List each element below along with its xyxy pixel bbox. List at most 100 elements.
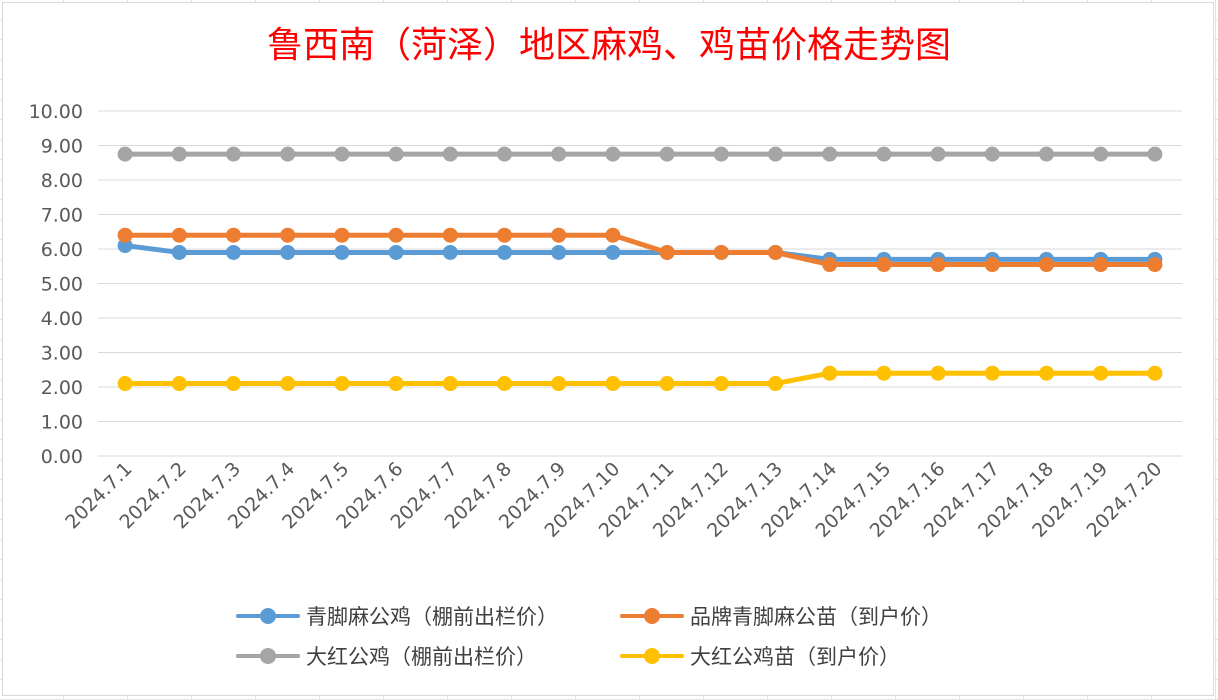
data-point-series-3	[442, 146, 458, 162]
data-point-series-2	[605, 227, 621, 243]
data-point-series-2	[334, 227, 350, 243]
y-tick-label: 4.00	[41, 308, 83, 330]
data-point-series-4	[768, 376, 783, 392]
data-point-series-2	[768, 244, 783, 260]
data-point-series-4	[497, 376, 512, 392]
legend-label: 大红公鸡（棚前出栏价）	[306, 645, 537, 669]
data-point-series-4	[442, 376, 458, 392]
data-point-series-2	[1093, 257, 1109, 273]
y-tick-label: 10.00	[29, 101, 83, 123]
legend-item-series-3[interactable]: 大红公鸡（棚前出栏价）	[236, 641, 620, 671]
data-point-series-4	[226, 376, 241, 392]
data-point-series-2	[984, 257, 1000, 273]
data-point-series-3	[117, 146, 133, 162]
data-point-series-2	[1147, 257, 1163, 273]
data-point-series-4	[876, 365, 892, 381]
data-point-series-2	[659, 244, 675, 260]
data-point-series-3	[226, 146, 241, 162]
data-point-series-1	[334, 244, 350, 260]
data-point-series-2	[280, 227, 296, 243]
series-line-2	[122, 232, 1158, 268]
legend-label: 大红公鸡苗（到户价）	[690, 645, 900, 669]
y-tick-label: 7.00	[41, 205, 83, 227]
data-point-series-2	[551, 227, 567, 243]
y-tick-label: 2.00	[41, 377, 83, 399]
legend-item-series-2[interactable]: 品牌青脚麻公苗（到户价）	[620, 601, 996, 631]
y-tick-label: 0.00	[41, 446, 83, 468]
data-point-series-4	[822, 365, 838, 381]
data-point-series-3	[334, 146, 350, 162]
data-point-series-4	[984, 365, 1000, 381]
data-point-series-2	[1039, 257, 1054, 273]
y-tick-label: 1.00	[41, 412, 83, 434]
data-point-series-3	[768, 146, 783, 162]
data-point-series-4	[713, 376, 729, 392]
legend-swatch-gray	[236, 646, 300, 666]
y-tick-label: 6.00	[41, 239, 83, 261]
data-point-series-1	[280, 244, 296, 260]
legend-swatch-blue	[236, 606, 300, 626]
data-point-series-3	[280, 146, 296, 162]
data-point-series-3	[497, 146, 512, 162]
legend-swatch-orange	[620, 606, 684, 626]
data-point-series-4	[334, 376, 350, 392]
data-point-series-1	[551, 244, 567, 260]
legend: 青脚麻公鸡（棚前出栏价） 品牌青脚麻公苗（到户价） 大红公鸡（棚前出栏价） 大红…	[236, 596, 996, 676]
data-point-series-2	[876, 257, 892, 273]
data-point-series-3	[984, 146, 1000, 162]
data-point-series-2	[713, 244, 729, 260]
data-point-series-2	[226, 227, 241, 243]
data-point-series-3	[1039, 146, 1054, 162]
data-point-series-4	[1147, 365, 1163, 381]
data-point-series-4	[1093, 365, 1109, 381]
data-point-series-3	[713, 146, 729, 162]
data-point-series-3	[551, 146, 567, 162]
data-point-series-4	[117, 376, 133, 392]
chart-title: 鲁西南（菏泽）地区麻鸡、鸡苗价格走势图	[266, 25, 951, 66]
y-tick-label: 9.00	[41, 136, 83, 158]
data-point-series-1	[171, 244, 187, 260]
data-point-series-1	[497, 244, 512, 260]
data-point-series-3	[822, 146, 838, 162]
data-point-series-4	[605, 376, 621, 392]
legend-item-series-1[interactable]: 青脚麻公鸡（棚前出栏价）	[236, 601, 620, 631]
data-point-series-4	[1039, 365, 1054, 381]
y-tick-label: 8.00	[41, 170, 83, 192]
data-point-series-3	[171, 146, 187, 162]
data-point-series-2	[171, 227, 187, 243]
data-point-series-4	[388, 376, 404, 392]
data-point-series-3	[605, 146, 621, 162]
legend-label: 品牌青脚麻公苗（到户价）	[690, 605, 942, 629]
data-point-series-4	[659, 376, 675, 392]
data-point-series-4	[930, 365, 946, 381]
legend-label: 青脚麻公鸡（棚前出栏价）	[306, 605, 558, 629]
data-point-series-3	[876, 146, 892, 162]
data-point-series-1	[605, 244, 621, 260]
y-tick-label: 5.00	[41, 274, 83, 296]
data-point-series-4	[171, 376, 187, 392]
y-tick-label: 3.00	[41, 343, 83, 365]
data-point-series-2	[388, 227, 404, 243]
data-point-series-2	[930, 257, 946, 273]
legend-swatch-yellow	[620, 646, 684, 666]
data-point-series-2	[497, 227, 512, 243]
data-point-series-3	[1093, 146, 1109, 162]
data-point-series-3	[659, 146, 675, 162]
data-point-series-1	[226, 244, 241, 260]
data-point-series-3	[388, 146, 404, 162]
data-point-series-1	[442, 244, 458, 260]
series-line-4	[122, 370, 1158, 387]
legend-item-series-4[interactable]: 大红公鸡苗（到户价）	[620, 641, 996, 671]
data-point-series-3	[930, 146, 946, 162]
data-point-series-1	[388, 244, 404, 260]
data-point-series-2	[442, 227, 458, 243]
data-point-series-2	[822, 257, 838, 273]
data-point-series-4	[551, 376, 567, 392]
series-line-1	[122, 243, 1158, 262]
data-point-series-2	[117, 227, 133, 243]
data-point-series-3	[1147, 146, 1163, 162]
data-point-series-4	[280, 376, 296, 392]
data-point-series-1	[117, 238, 133, 254]
